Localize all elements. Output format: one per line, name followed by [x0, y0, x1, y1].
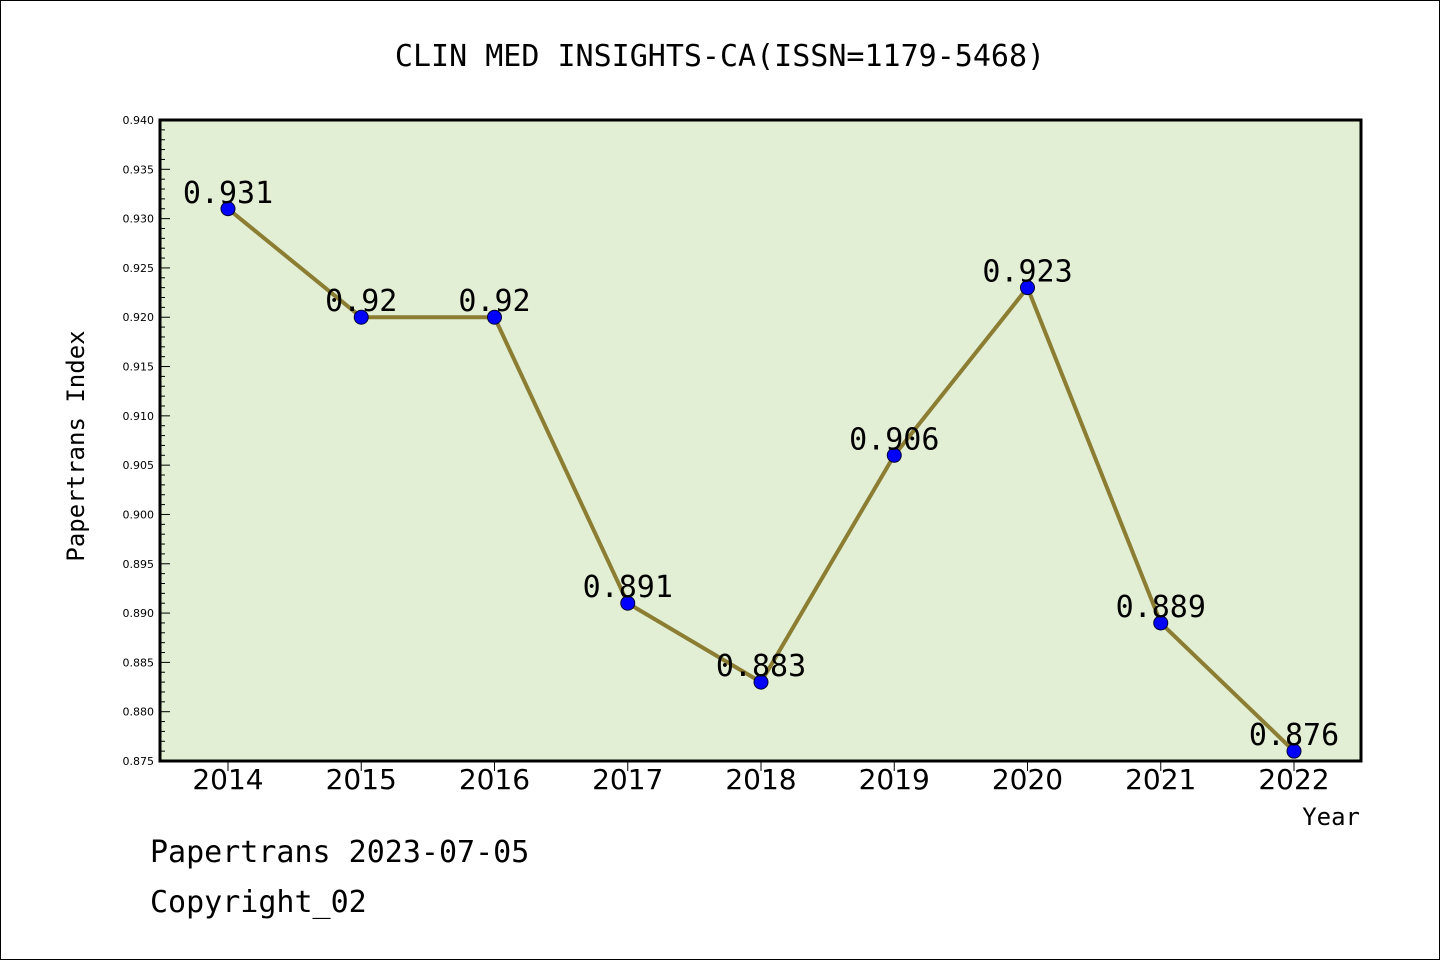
x-tick-label: 2014 [192, 763, 263, 796]
data-label: 0.931 [183, 176, 273, 211]
x-tick-label: 2022 [1258, 763, 1329, 796]
footer-date: Papertrans 2023-07-05 [150, 835, 530, 870]
data-label: 0.876 [1249, 718, 1339, 753]
data-point [353, 309, 369, 325]
chart-title: CLIN MED INSIGHTS-CA(ISSN=1179-5468) [395, 39, 1045, 74]
data-label: 0.923 [982, 255, 1072, 290]
y-tick-label: 0.925 [123, 262, 155, 275]
y-tick-label: 0.900 [123, 508, 155, 521]
y-axis-label: Papertrans Index [62, 330, 90, 561]
y-tick-label: 0.875 [123, 755, 155, 768]
y-tick-label: 0.915 [123, 361, 155, 374]
data-point [620, 595, 636, 611]
data-point [1153, 615, 1169, 631]
x-tick-label: 2017 [592, 763, 663, 796]
plot-border [158, 118, 1363, 763]
data-point [753, 674, 769, 690]
data-point [487, 309, 502, 325]
data-label: 0.92 [325, 284, 397, 319]
x-tick-label: 2020 [992, 763, 1063, 796]
y-tick-label: 0.895 [123, 558, 155, 571]
y-tick-label: 0.935 [123, 163, 155, 176]
y-tick-label: 0.885 [123, 656, 155, 669]
data-point [1020, 280, 1035, 296]
plot-background [160, 120, 1361, 761]
data-label: 0.92 [458, 284, 530, 319]
data-point [886, 447, 902, 463]
y-tick-label: 0.930 [123, 213, 155, 226]
data-label: 0.889 [1116, 590, 1206, 625]
x-tick-label: 2019 [859, 763, 930, 796]
x-axis-label: Year [1302, 803, 1360, 831]
data-point [1286, 743, 1302, 759]
y-tick-label: 0.890 [123, 607, 155, 620]
y-tick-label: 0.910 [123, 410, 155, 423]
x-tick-label: 2016 [459, 763, 530, 796]
footer-copyright: Copyright_02 [150, 885, 367, 920]
data-label: 0.883 [716, 649, 806, 684]
x-tick-label: 2018 [725, 763, 796, 796]
plot-area: 0.875 0.880 0.885 0.890 0.895 0.900 0.905 0.910… [123, 114, 1363, 796]
y-tick-label: 0.880 [123, 706, 155, 719]
data-label: 0.906 [849, 422, 939, 457]
x-tick-label: 2015 [326, 763, 397, 796]
x-tick-label: 2021 [1125, 763, 1196, 796]
data-label: 0.891 [583, 570, 673, 605]
y-tick-label: 0.940 [123, 114, 155, 127]
y-tick-label: 0.920 [123, 311, 155, 324]
y-tick-label: 0.905 [123, 459, 155, 472]
data-point [220, 201, 236, 217]
